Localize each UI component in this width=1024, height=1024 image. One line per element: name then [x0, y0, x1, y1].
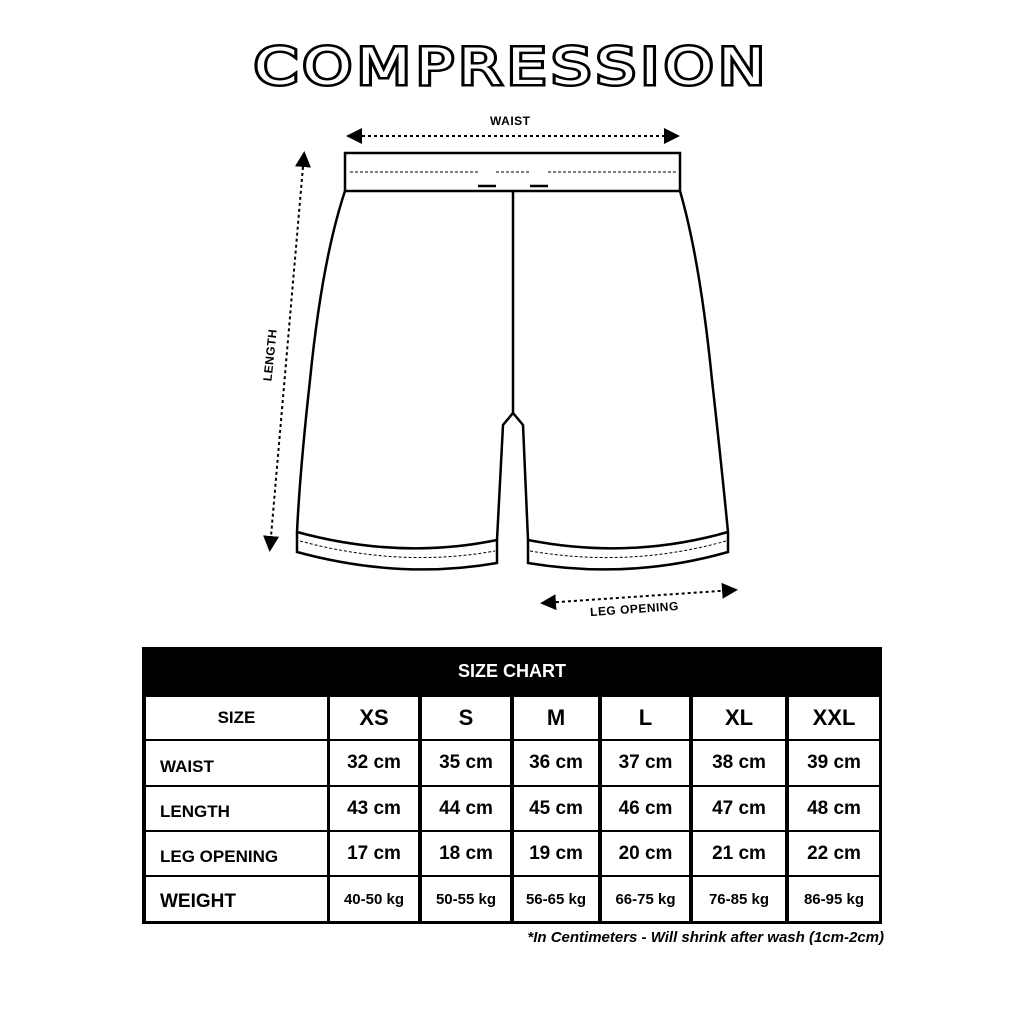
table-cell: 86-95 kg	[789, 877, 879, 921]
table-cell: 37 cm	[602, 741, 689, 785]
table-cell: 50-55 kg	[422, 877, 510, 921]
row-label: WEIGHT	[146, 877, 327, 921]
waist-label: WAIST	[490, 114, 531, 128]
table-cell: 56-65 kg	[514, 877, 598, 921]
table-cell: 35 cm	[422, 741, 510, 785]
leg-opening-arrow	[540, 582, 738, 611]
table-cell: 47 cm	[693, 787, 785, 830]
page-title: COMPRESSION	[251, 36, 771, 99]
shorts-outline	[295, 151, 730, 571]
size-column-header: M	[514, 697, 598, 739]
table-cell: 36 cm	[514, 741, 598, 785]
shorts-diagram	[263, 128, 738, 611]
size-column-header: XL	[693, 697, 785, 739]
table-cell: 39 cm	[789, 741, 879, 785]
footnote: *In Centimeters - Will shrink after wash…	[527, 929, 884, 946]
stitch-lines	[299, 171, 727, 559]
table-cell: 20 cm	[602, 832, 689, 875]
size-column-header: XXL	[789, 697, 879, 739]
table-cell: 17 cm	[330, 832, 418, 875]
table-cell: 38 cm	[693, 741, 785, 785]
row-label: LENGTH	[146, 787, 327, 830]
row-label: WAIST	[146, 741, 327, 785]
table-cell: 21 cm	[693, 832, 785, 875]
table-cell: 22 cm	[789, 832, 879, 875]
size-column-header: XS	[330, 697, 418, 739]
size-column-header: L	[602, 697, 689, 739]
table-cell: 76-85 kg	[693, 877, 785, 921]
table-cell: 48 cm	[789, 787, 879, 830]
table-cell: 18 cm	[422, 832, 510, 875]
table-cell: 40-50 kg	[330, 877, 418, 921]
size-chart-header: SIZE CHART	[458, 660, 566, 681]
table-cell: 66-75 kg	[602, 877, 689, 921]
size-chart-table: SIZE CHART SIZE XS S M L XL XXL WAIST 32 cm 35 cm…	[142, 647, 882, 924]
table-cell: 44 cm	[422, 787, 510, 830]
table-cell: 46 cm	[602, 787, 689, 830]
table-cell: 19 cm	[514, 832, 598, 875]
row-label: LEG OPENING	[146, 832, 327, 875]
table-cell: 43 cm	[330, 787, 418, 830]
table-cell: 32 cm	[330, 741, 418, 785]
size-header-cell: SIZE	[146, 697, 327, 739]
size-column-header: S	[422, 697, 510, 739]
table-cell: 45 cm	[514, 787, 598, 830]
